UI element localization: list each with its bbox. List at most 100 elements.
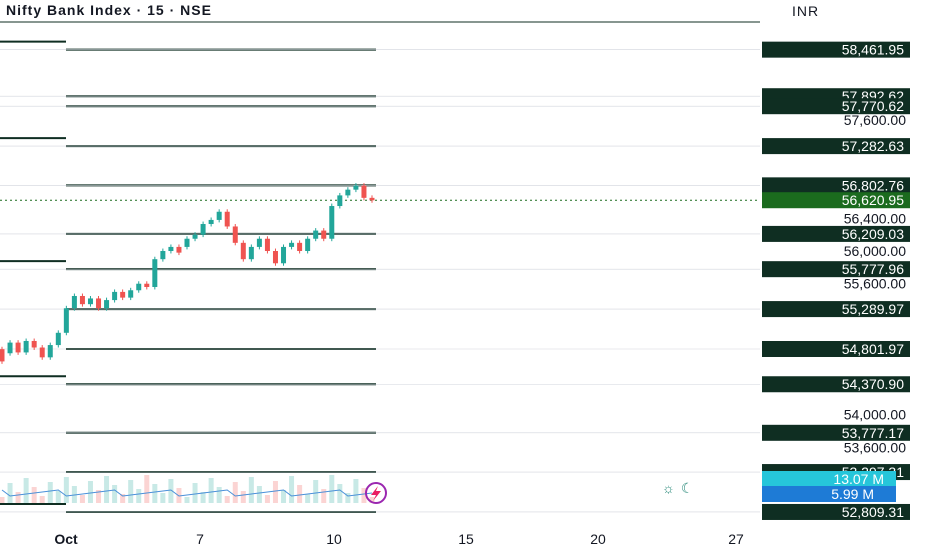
chart-title: Nifty Bank Index · 15 · NSE xyxy=(6,2,212,18)
indicator-label: 5.99 M xyxy=(831,486,874,502)
candle[interactable] xyxy=(232,226,238,243)
volume-bar xyxy=(313,480,319,503)
level-label: 56,802.76 xyxy=(842,177,904,193)
volume-bar xyxy=(152,484,158,503)
candle[interactable] xyxy=(128,290,134,298)
current-price-label: 56,620.95 xyxy=(842,192,904,208)
candle[interactable] xyxy=(369,197,375,201)
volume-bar xyxy=(63,477,69,503)
candle[interactable] xyxy=(96,298,102,309)
candle[interactable] xyxy=(216,211,222,220)
level-label: 55,777.96 xyxy=(842,261,904,277)
candle[interactable] xyxy=(353,185,359,190)
candle[interactable] xyxy=(63,308,69,333)
volume-bar xyxy=(160,493,166,503)
candle[interactable] xyxy=(120,291,126,298)
candle[interactable] xyxy=(176,246,182,253)
candle[interactable] xyxy=(168,246,174,252)
x-tick-label: 10 xyxy=(326,531,342,547)
candle[interactable] xyxy=(264,238,270,252)
volume-bar xyxy=(96,490,102,503)
volume-bar xyxy=(168,479,174,503)
candle[interactable] xyxy=(200,224,206,235)
candle[interactable] xyxy=(297,242,303,252)
volume-bar xyxy=(136,489,142,503)
level-label-box xyxy=(762,177,910,194)
candle[interactable] xyxy=(71,295,77,309)
volume-bar xyxy=(305,494,311,503)
volume-bar xyxy=(224,496,230,503)
volume-bar xyxy=(297,485,303,503)
candle[interactable] xyxy=(39,347,45,358)
candle[interactable] xyxy=(15,342,21,353)
candle[interactable] xyxy=(23,340,29,353)
volume-bar xyxy=(281,490,287,503)
volume-bar xyxy=(240,491,246,503)
y-tick-label: 56,400.00 xyxy=(844,210,906,226)
candle[interactable] xyxy=(361,185,367,198)
candle[interactable] xyxy=(0,349,5,362)
candle[interactable] xyxy=(160,251,166,260)
level-label: 57,282.63 xyxy=(842,138,904,154)
candle[interactable] xyxy=(31,340,37,348)
volume-bar xyxy=(31,487,37,503)
candle[interactable] xyxy=(7,342,13,354)
candle[interactable] xyxy=(79,295,85,305)
volume-bar xyxy=(248,477,254,503)
volume-bar xyxy=(120,494,126,503)
candle[interactable] xyxy=(345,189,351,196)
volume-bar xyxy=(192,483,198,503)
candle[interactable] xyxy=(152,259,158,287)
candle[interactable] xyxy=(47,345,53,358)
candle[interactable] xyxy=(329,206,335,239)
volume-bar xyxy=(208,478,214,503)
level-label-box xyxy=(762,376,910,393)
volume-bar xyxy=(361,488,367,503)
candle[interactable] xyxy=(337,195,343,207)
candle[interactable] xyxy=(144,283,150,287)
volume-bar xyxy=(337,484,343,503)
x-tick-label: 20 xyxy=(590,531,606,547)
candle[interactable] xyxy=(136,283,142,291)
moon-icon: ☾ xyxy=(680,480,700,496)
candle[interactable] xyxy=(272,251,278,264)
candle[interactable] xyxy=(208,219,214,225)
candle[interactable] xyxy=(87,298,93,305)
candle[interactable] xyxy=(321,230,327,239)
candle[interactable] xyxy=(281,246,287,264)
candle[interactable] xyxy=(192,234,198,239)
volume-bar xyxy=(79,495,85,503)
volume-bar xyxy=(144,475,150,503)
candle[interactable] xyxy=(184,238,190,247)
y-tick-label: 54,000.00 xyxy=(844,407,906,423)
volume-bar xyxy=(321,489,327,503)
y-tick-label: 55,600.00 xyxy=(844,276,906,292)
candle[interactable] xyxy=(313,230,319,239)
candle[interactable] xyxy=(112,291,118,301)
volume-bar xyxy=(15,492,21,503)
volume-bar xyxy=(87,481,93,503)
level-label: 55,289.97 xyxy=(842,301,904,317)
level-label-box xyxy=(762,225,910,242)
candle[interactable] xyxy=(305,238,311,252)
alert-badge-icon[interactable] xyxy=(365,482,387,504)
volume-bar xyxy=(232,482,238,503)
volume-bar xyxy=(184,497,190,503)
volume-bar xyxy=(256,486,262,503)
candle[interactable] xyxy=(240,242,246,260)
level-label: 58,461.95 xyxy=(842,42,904,58)
sun-icon: ☼ xyxy=(662,480,681,496)
candle[interactable] xyxy=(224,211,230,227)
level-label-box xyxy=(762,301,910,318)
volume-ma-line xyxy=(1,489,373,497)
x-tick-label: Oct xyxy=(54,531,78,547)
candle[interactable] xyxy=(55,332,61,346)
currency-label: INR xyxy=(792,3,820,19)
candle[interactable] xyxy=(104,300,110,309)
y-tick-label: 56,000.00 xyxy=(844,243,906,259)
candle[interactable] xyxy=(256,238,262,247)
candle[interactable] xyxy=(289,242,295,247)
level-label: 57,770.62 xyxy=(842,98,904,114)
candle[interactable] xyxy=(248,246,254,260)
